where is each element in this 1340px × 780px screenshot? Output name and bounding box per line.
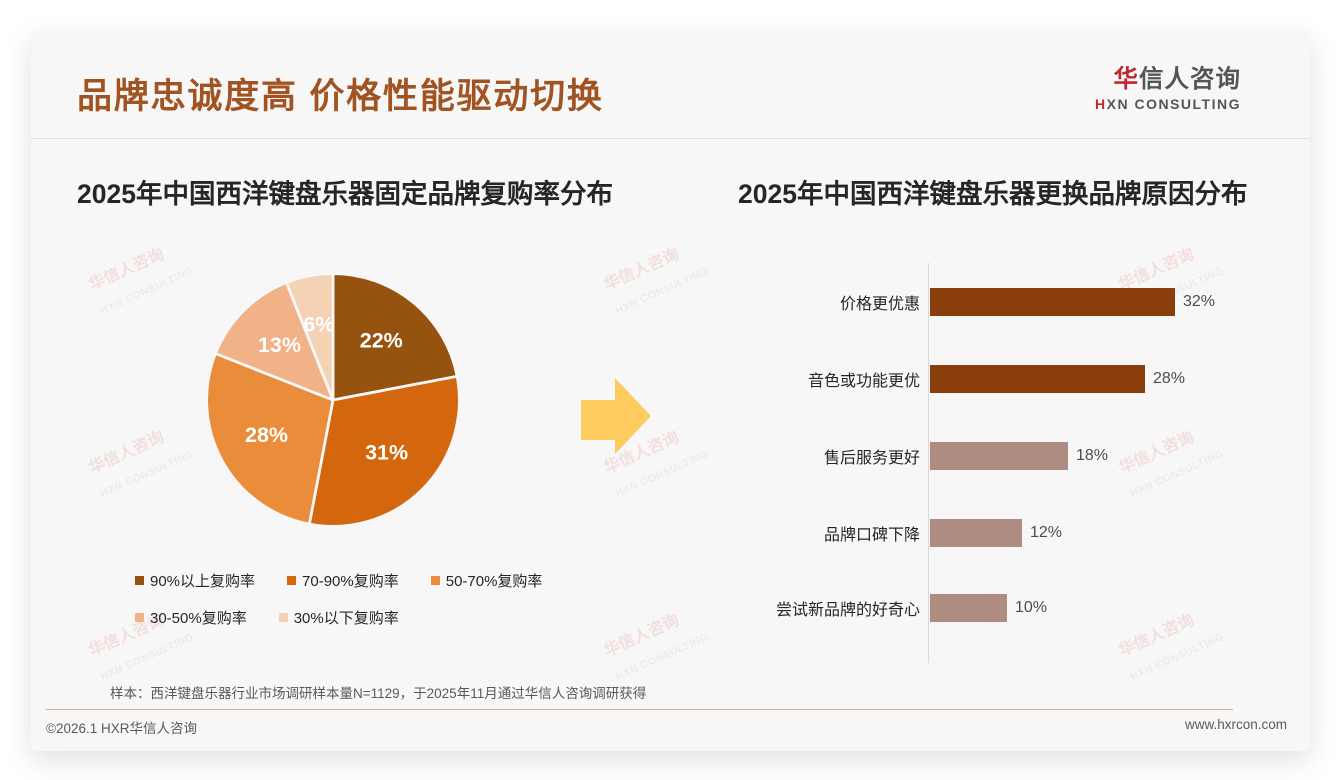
svg-text:13%: 13% bbox=[258, 333, 301, 357]
svg-text:22%: 22% bbox=[360, 328, 403, 352]
svg-text:6%: 6% bbox=[303, 312, 334, 336]
svg-text:31%: 31% bbox=[365, 440, 408, 464]
svg-text:28%: 28% bbox=[245, 423, 288, 447]
